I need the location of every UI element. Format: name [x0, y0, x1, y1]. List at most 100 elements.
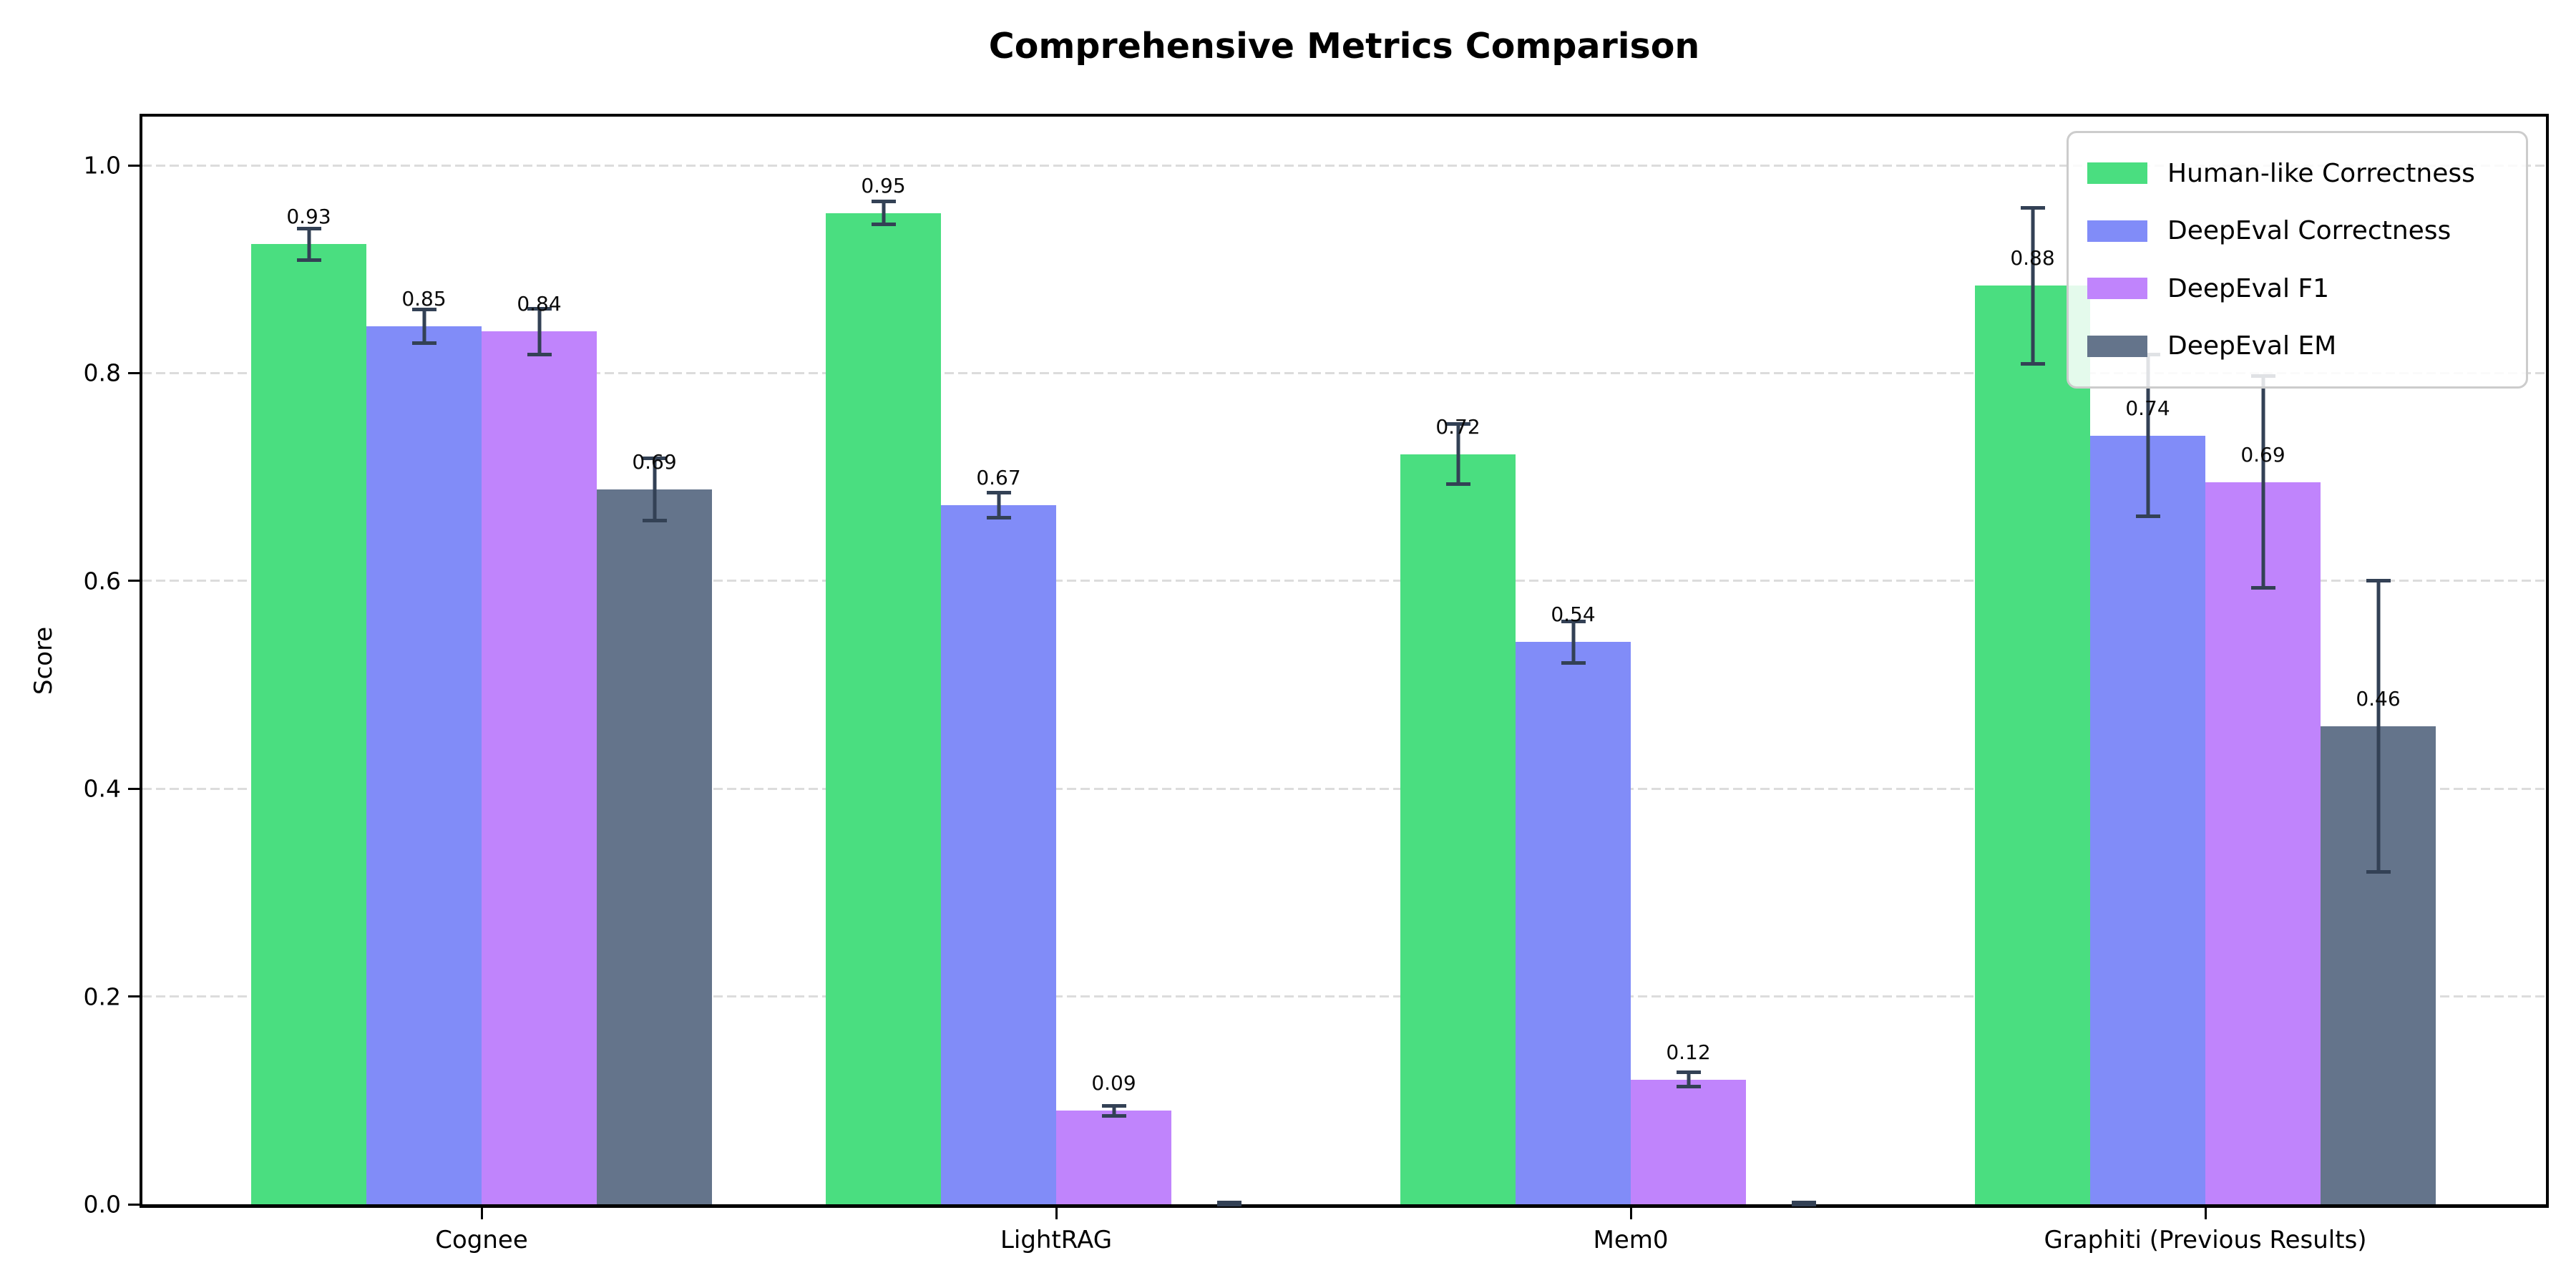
value-label: 0.67 — [976, 465, 1021, 489]
x-axis-baseline — [140, 1204, 2549, 1208]
error-bar-cap — [1676, 1085, 1701, 1089]
error-bar-cap — [2366, 869, 2391, 874]
error-bar-cap — [296, 258, 321, 262]
y-tick-label: 0.2 — [83, 982, 121, 1011]
error-bar-cap — [1791, 1202, 1816, 1206]
value-label: 0.69 — [632, 450, 677, 474]
gridline-0.6 — [142, 580, 2546, 582]
legend-swatch — [2087, 335, 2147, 357]
error-bar-cap — [2020, 206, 2045, 210]
bar-cognee-series2 — [482, 331, 597, 1204]
error-bar — [307, 228, 311, 260]
bar-cognee-series0 — [251, 244, 366, 1204]
value-label: 0.09 — [1091, 1071, 1136, 1096]
gridline-1.0 — [142, 164, 2546, 167]
gridline-0.8 — [142, 371, 2546, 374]
error-bar — [1571, 621, 1575, 663]
error-bar-cap — [986, 515, 1011, 519]
x-tick — [2204, 1208, 2207, 1219]
error-bar-cap — [1445, 482, 1470, 487]
error-bar — [1112, 1106, 1116, 1116]
bar-cognee-series3 — [597, 489, 712, 1204]
error-bar — [997, 492, 1000, 518]
spine-right — [2546, 114, 2549, 1204]
error-bar-cap — [1676, 1070, 1701, 1075]
error-bar-cap — [871, 223, 896, 227]
error-bar-cap — [1216, 1200, 1241, 1204]
error-bar-cap — [2366, 579, 2391, 583]
legend-item-1: DeepEval Correctness — [2087, 216, 2507, 245]
x-tick — [1055, 1208, 1058, 1219]
legend-label: DeepEval F1 — [2167, 273, 2330, 303]
error-bar — [2376, 580, 2380, 872]
gridline-0.2 — [142, 995, 2546, 998]
spine-left — [140, 114, 142, 1204]
legend-swatch — [2087, 162, 2147, 185]
value-label: 0.69 — [2240, 442, 2285, 467]
value-label: 0.46 — [2356, 687, 2401, 711]
y-axis-label: Score — [29, 626, 58, 695]
x-tick-label-3: Graphiti (Previous Results) — [2044, 1226, 2367, 1254]
y-tick-label: 1.0 — [83, 151, 121, 180]
error-bar-cap — [411, 308, 436, 312]
value-label: 0.95 — [861, 173, 906, 197]
error-bar-cap — [871, 200, 896, 204]
error-bar — [422, 309, 426, 343]
value-label: 0.88 — [2010, 246, 2055, 270]
legend-swatch — [2087, 278, 2147, 300]
bar-graphiti-series2 — [2205, 482, 2321, 1204]
x-tick — [1629, 1208, 1632, 1219]
error-bar-cap — [642, 456, 667, 460]
error-bar — [2261, 376, 2265, 588]
legend-item-2: DeepEval F1 — [2087, 274, 2507, 303]
error-bar-cap — [1791, 1200, 1816, 1204]
y-tick — [128, 787, 140, 790]
bar-cognee-series1 — [366, 326, 482, 1204]
y-tick-label: 0.6 — [83, 567, 121, 595]
error-bar-cap — [296, 227, 321, 231]
y-tick — [128, 580, 140, 582]
error-bar — [2031, 208, 2034, 364]
error-bar-cap — [1101, 1103, 1126, 1108]
error-bar-cap — [2135, 514, 2160, 519]
legend-item-0: Human-like Correctness — [2087, 159, 2507, 188]
y-tick — [128, 371, 140, 374]
y-tick-label: 0.8 — [83, 358, 121, 387]
error-bar-cap — [2020, 361, 2045, 366]
error-bar-cap — [1561, 661, 1586, 665]
legend-label: Human-like Correctness — [2167, 158, 2475, 188]
error-bar — [537, 308, 541, 355]
bar-mem0-series2 — [1631, 1079, 1746, 1204]
legend-label: DeepEval Correctness — [2167, 216, 2451, 246]
bar-graphiti-series1 — [2090, 435, 2205, 1204]
bar-mem0-series1 — [1516, 642, 1631, 1204]
value-label: 0.54 — [1551, 602, 1596, 627]
error-bar-cap — [527, 352, 552, 356]
bar-lightrag-series2 — [1056, 1111, 1171, 1204]
error-bar-cap — [1561, 619, 1586, 623]
legend-item-3: DeepEval EM — [2087, 331, 2507, 361]
error-bar — [1687, 1072, 1690, 1087]
error-bar-cap — [642, 519, 667, 523]
bar-mem0-series0 — [1400, 454, 1516, 1204]
x-tick-label-0: Cognee — [435, 1226, 528, 1254]
bar-lightrag-series0 — [826, 213, 941, 1204]
error-bar-cap — [1101, 1114, 1126, 1118]
error-bar — [653, 458, 656, 521]
error-bar — [2146, 354, 2150, 517]
value-label: 0.84 — [517, 292, 562, 316]
plot-area: Score Human-like Correctness DeepEval Cor… — [29, 114, 2549, 1254]
y-tick — [128, 164, 140, 167]
bar-lightrag-series1 — [941, 504, 1056, 1204]
x-tick-label-1: LightRAG — [1000, 1226, 1113, 1254]
error-bar-cap — [1445, 422, 1470, 426]
value-label: 0.12 — [1666, 1040, 1711, 1064]
error-bar-cap — [411, 341, 436, 345]
gridline-0.4 — [142, 787, 2546, 790]
error-bar-cap — [2250, 586, 2275, 590]
spine-top — [142, 114, 2546, 117]
error-bar-cap — [986, 490, 1011, 494]
legend-label: DeepEval EM — [2167, 331, 2337, 361]
error-bar-cap — [527, 306, 552, 311]
